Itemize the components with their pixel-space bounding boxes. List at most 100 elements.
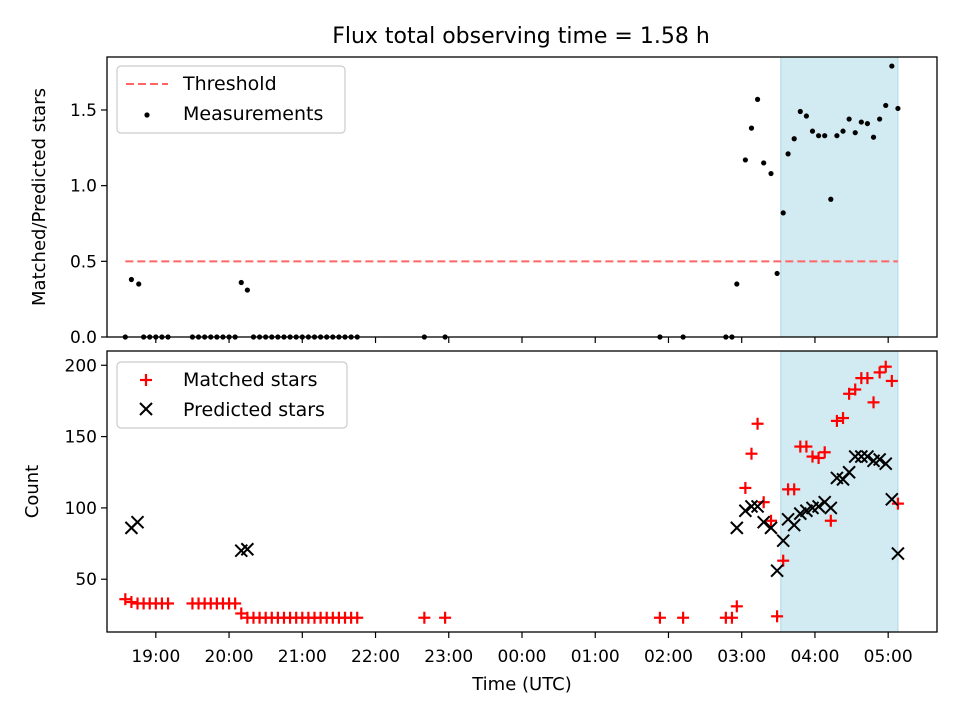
x-axis-label: Time (UTC) (471, 674, 572, 695)
predicted-legend-label: Predicted stars (183, 399, 325, 421)
matched-star-point (351, 611, 364, 624)
matched-star-point (439, 611, 452, 624)
matched-star-point (119, 593, 132, 606)
measurement-point (858, 119, 864, 125)
measurement-point (840, 128, 846, 134)
x-tick-label: 23:00 (424, 647, 473, 667)
matched-star-point (418, 611, 431, 624)
measurement-point (883, 102, 889, 109)
threshold-legend-label: Threshold (182, 73, 277, 95)
predicted-star-point (240, 542, 255, 556)
predicted-star-point (744, 499, 759, 514)
matched-legend-swatch (140, 374, 152, 386)
matched-star-point (771, 610, 784, 623)
matched-star-point (125, 596, 138, 609)
matched-star-point (891, 497, 904, 510)
predicted-star-point (872, 452, 887, 467)
measurement-point (742, 157, 748, 163)
matched-star-point (162, 597, 175, 610)
matched-star-point (653, 611, 666, 624)
matched-star-point (800, 440, 813, 453)
count-panel: 50 100 150 200 19:00 20:00 21:00 22:00 23:00 00:0… (22, 350, 938, 695)
ratio-legend: Threshold Measurements (116, 65, 346, 134)
measurements-legend-label: Measurements (183, 103, 323, 125)
measurement-point (774, 270, 780, 277)
measurement-point (785, 151, 791, 157)
measurement-point (889, 63, 895, 69)
measurement-point (797, 108, 803, 115)
y-tick-label: 200 (65, 356, 97, 376)
measurement-point (816, 133, 822, 139)
x-tick-label: 04:00 (790, 647, 839, 667)
measurement-point (780, 210, 786, 216)
count-legend: Matched stars Predicted stars (116, 361, 348, 429)
predicted-star-point (750, 499, 765, 514)
x-tick-label: 03:00 (717, 647, 766, 667)
ratio-ticks: 0.0 0.5 1.0 1.5 (70, 101, 889, 348)
matched-star-point (235, 607, 248, 620)
y-tick-label: 100 (65, 499, 97, 519)
measurement-point (128, 276, 135, 283)
y-tick-label: 0.0 (70, 328, 97, 348)
matched-star-point (730, 600, 743, 613)
measurement-point (734, 281, 740, 287)
measurement-point (852, 130, 858, 136)
matched-star-point (812, 451, 825, 464)
measurement-point (809, 128, 816, 134)
predicted-star-point (787, 518, 801, 532)
predicted-legend-swatch (139, 402, 153, 416)
measurement-point (748, 125, 755, 131)
count-y-axis-label: Count (22, 465, 43, 518)
predicted-star-point (854, 449, 869, 464)
measurements-legend-swatch (144, 112, 150, 118)
matched-star-point (849, 383, 862, 396)
measurement-point (768, 170, 774, 177)
y-tick-label: 150 (65, 428, 97, 448)
measurement-point (244, 287, 250, 293)
matched-star-point (873, 366, 886, 379)
x-tick-label: 19:00 (131, 647, 180, 667)
x-tick-label: 20:00 (205, 647, 254, 667)
matched-star-point (777, 554, 790, 567)
measurement-point (791, 136, 797, 142)
ratio-y-axis-label: Matched/Predicted stars (29, 88, 50, 306)
matched-star-point (745, 447, 758, 460)
matched-star-point (751, 417, 764, 430)
predicted-star-point (130, 515, 145, 529)
matched-star-point (725, 611, 738, 624)
matched-star-point (818, 446, 831, 459)
matched-star-point (861, 372, 874, 385)
measurement-point (136, 281, 142, 287)
measurement-point (834, 133, 840, 139)
predicted-star-point (848, 449, 862, 464)
y-tick-label: 0.5 (70, 252, 97, 272)
measurement-point (761, 160, 767, 166)
measurement-point (870, 134, 877, 140)
x-tick-label: 21:00 (278, 647, 327, 667)
predicted-star-point (730, 521, 744, 535)
predicted-star-point (842, 465, 856, 479)
predicted-star-point (885, 492, 899, 507)
measurement-point (828, 196, 834, 202)
predicted-star-point (879, 456, 893, 471)
matched-star-point (788, 483, 801, 496)
predicted-star-point (811, 499, 826, 514)
predicted-star-point (738, 504, 753, 518)
predicted-star-point (776, 534, 790, 548)
matched-star-point (806, 450, 819, 463)
matched-star-point (765, 514, 777, 527)
matched-star-point (229, 597, 242, 610)
predicted-star-point (824, 501, 838, 515)
matched-star-point (837, 412, 850, 425)
measurement-point (877, 116, 883, 122)
matched-star-point (739, 481, 752, 494)
count-legend-box (116, 361, 348, 429)
x-tick-label: 01:00 (571, 647, 620, 667)
measurement-point (846, 116, 852, 122)
observing-window-span (780, 56, 899, 338)
matched-legend-label: Matched stars (183, 369, 317, 391)
x-tick-label: 00:00 (498, 647, 547, 667)
predicted-star-point (756, 515, 771, 529)
ratio-panel: 0.0 0.5 1.0 1.5 Matched/Predicted stars Thr… (29, 56, 938, 348)
